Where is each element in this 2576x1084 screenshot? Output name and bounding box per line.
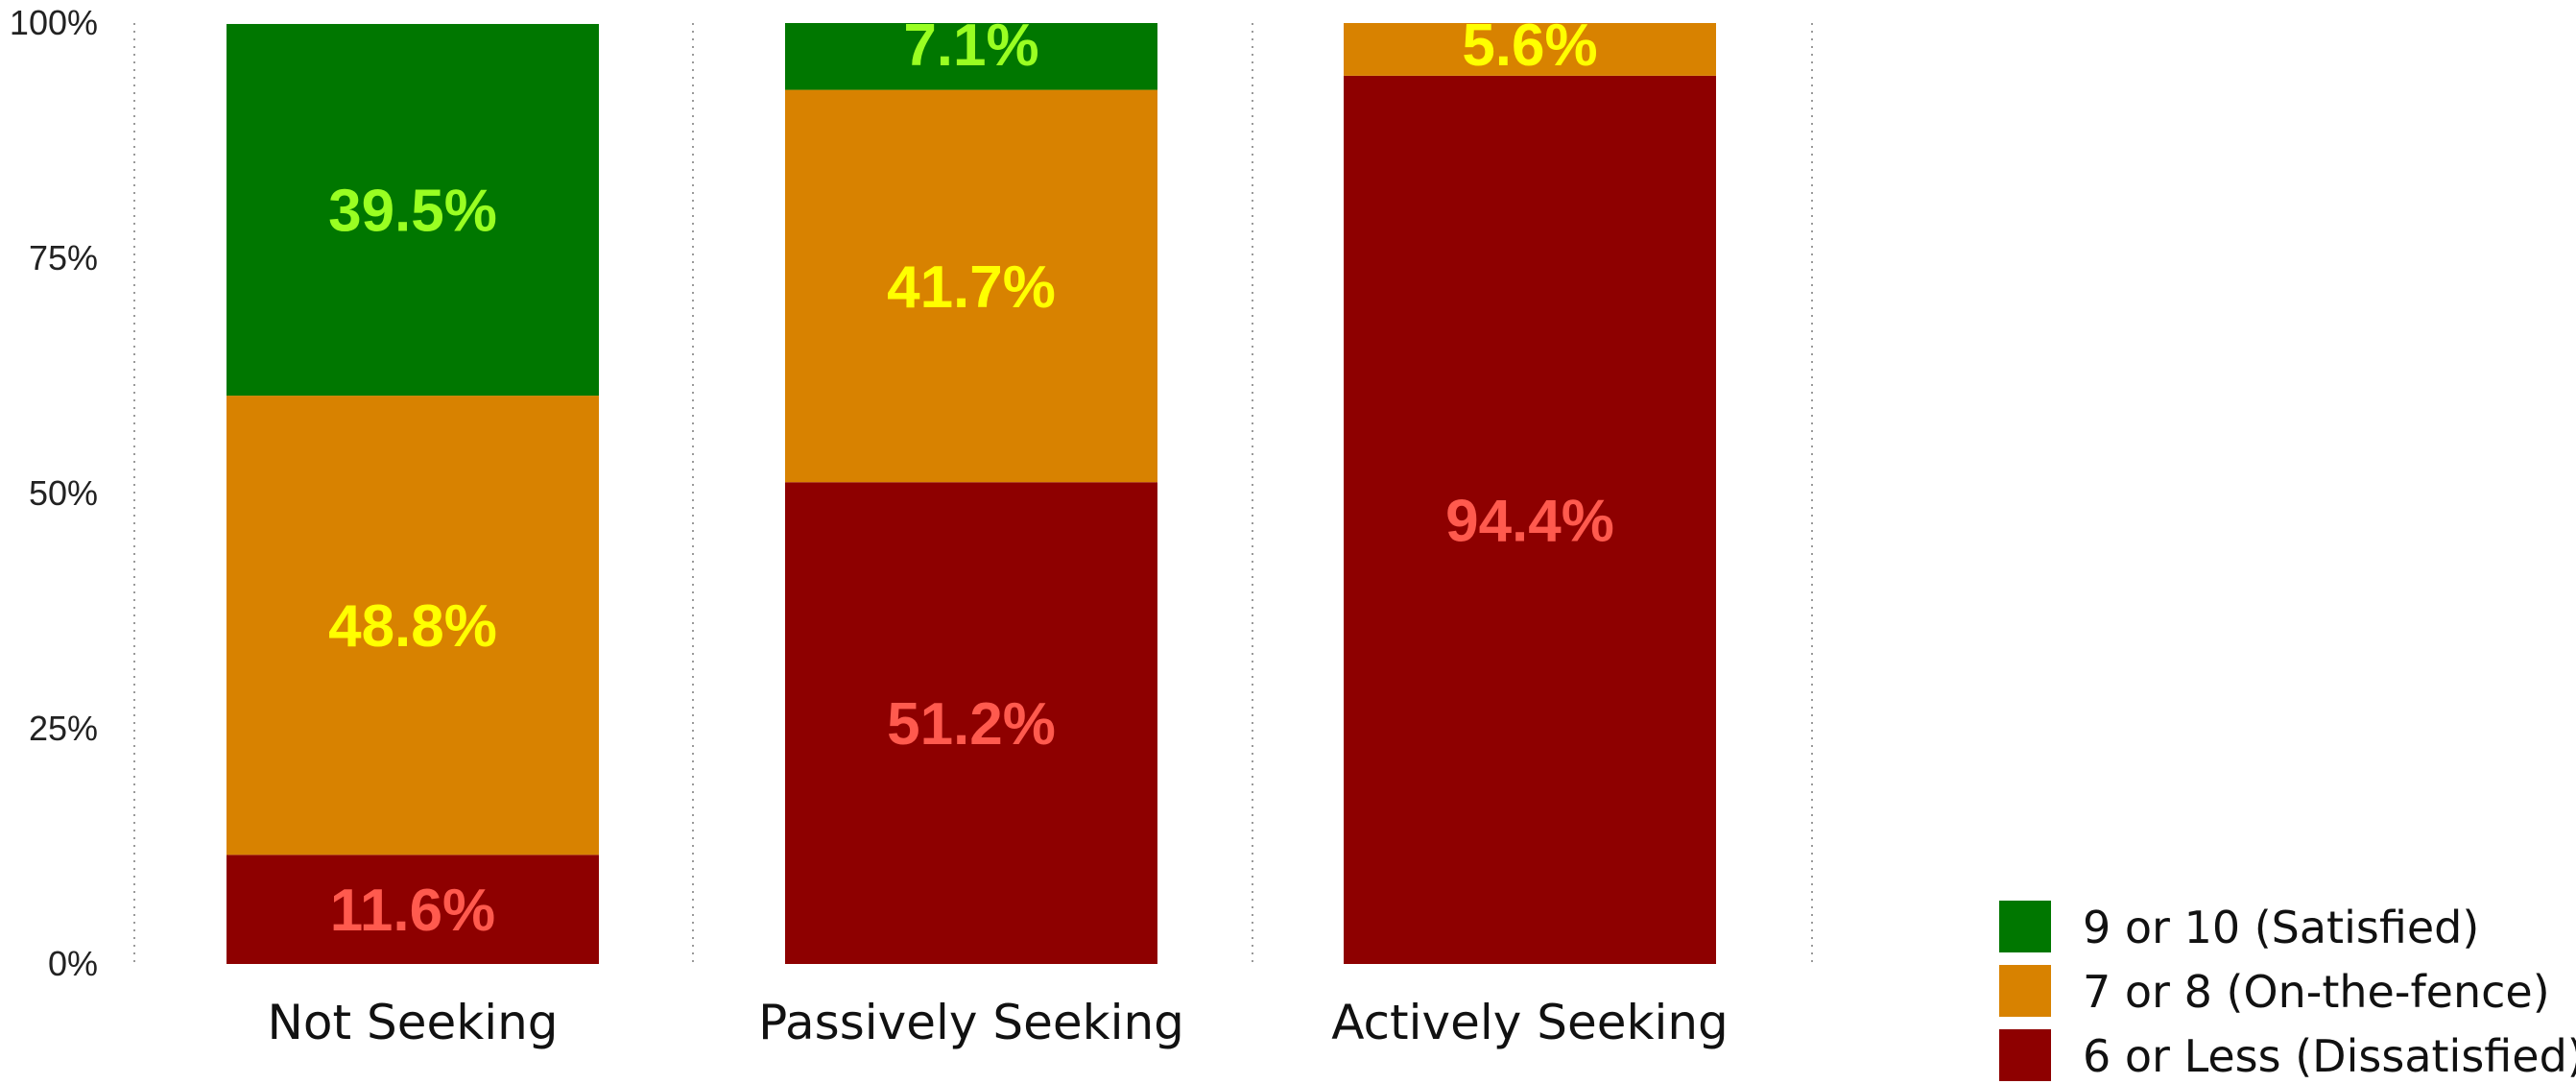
- legend-label: 9 or 10 (Satisfied): [2083, 902, 2479, 953]
- x-axis: Not Seeking Passively Seeking Actively See…: [267, 995, 1728, 1050]
- y-tick-label: 100%: [10, 3, 98, 42]
- data-label: 41.7%: [887, 254, 1056, 321]
- y-tick-label: 0%: [48, 944, 98, 983]
- data-label: 39.5%: [328, 179, 497, 245]
- data-label: 11.6%: [330, 878, 495, 944]
- x-category-label: Passively Seeking: [758, 995, 1184, 1050]
- data-label: 7.1%: [903, 12, 1038, 79]
- data-label: 48.8%: [328, 593, 497, 660]
- legend-label: 6 or Less (Dissatisfied): [2083, 1030, 2576, 1082]
- y-tick-label: 25%: [29, 709, 98, 748]
- x-category-label: Actively Seeking: [1331, 995, 1729, 1050]
- y-axis: 0% 25% 50% 75% 100%: [10, 3, 98, 983]
- legend: 9 or 10 (Satisfied) 7 or 8 (On-the-fence)…: [1999, 901, 2576, 1082]
- legend-label: 7 or 8 (On-the-fence): [2083, 966, 2550, 1018]
- legend-swatch: [1999, 1029, 2051, 1081]
- legend-swatch: [1999, 901, 2051, 952]
- data-label: 51.2%: [887, 691, 1056, 758]
- y-tick-label: 50%: [29, 473, 98, 513]
- x-category-label: Not Seeking: [267, 995, 558, 1050]
- data-label: 5.6%: [1462, 12, 1597, 79]
- data-label: 94.4%: [1445, 488, 1614, 554]
- y-tick-label: 75%: [29, 238, 98, 277]
- legend-swatch: [1999, 965, 2051, 1017]
